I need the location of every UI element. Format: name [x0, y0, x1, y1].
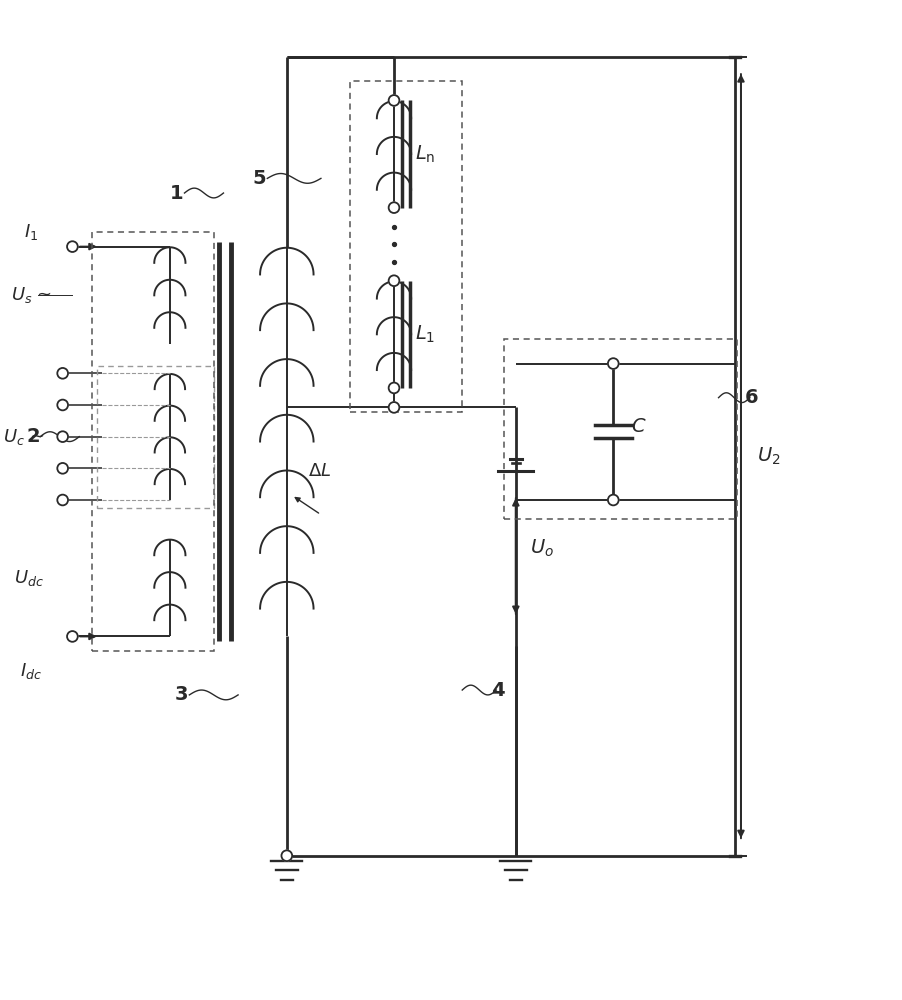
Text: $L_\mathrm{n}$: $L_\mathrm{n}$	[415, 143, 436, 165]
Text: 5: 5	[253, 169, 266, 188]
Text: $\Delta L$: $\Delta L$	[308, 462, 331, 480]
Text: 4: 4	[491, 681, 504, 700]
Bar	[503, 339, 736, 519]
Text: 6: 6	[744, 388, 758, 407]
Text: $U_c$ ~: $U_c$ ~	[3, 427, 44, 447]
Text: $U_{dc}$: $U_{dc}$	[14, 568, 43, 588]
Text: $I_{dc}$: $I_{dc}$	[21, 661, 42, 681]
Bar	[92, 232, 214, 651]
Text: $L_1$: $L_1$	[415, 324, 435, 345]
Text: $U_s$ ~: $U_s$ ~	[11, 285, 52, 305]
Circle shape	[388, 275, 399, 286]
Circle shape	[388, 383, 399, 393]
Circle shape	[57, 400, 68, 410]
Bar	[350, 81, 462, 412]
Circle shape	[388, 402, 399, 413]
Circle shape	[607, 495, 618, 505]
Text: $C$: $C$	[630, 417, 646, 436]
Text: 3: 3	[175, 685, 188, 704]
Circle shape	[67, 631, 78, 642]
Circle shape	[67, 241, 78, 252]
Text: $I_1$: $I_1$	[24, 222, 39, 242]
Text: 2: 2	[26, 427, 41, 446]
Text: $U_o$: $U_o$	[529, 538, 554, 559]
Circle shape	[57, 368, 68, 379]
Circle shape	[57, 431, 68, 442]
Circle shape	[388, 95, 399, 106]
Circle shape	[57, 495, 68, 505]
Text: $U_2$: $U_2$	[756, 445, 779, 467]
Circle shape	[57, 463, 68, 474]
Circle shape	[388, 202, 399, 213]
Circle shape	[607, 358, 618, 369]
Text: 1: 1	[170, 184, 183, 203]
Circle shape	[281, 850, 292, 861]
Bar	[97, 366, 214, 508]
